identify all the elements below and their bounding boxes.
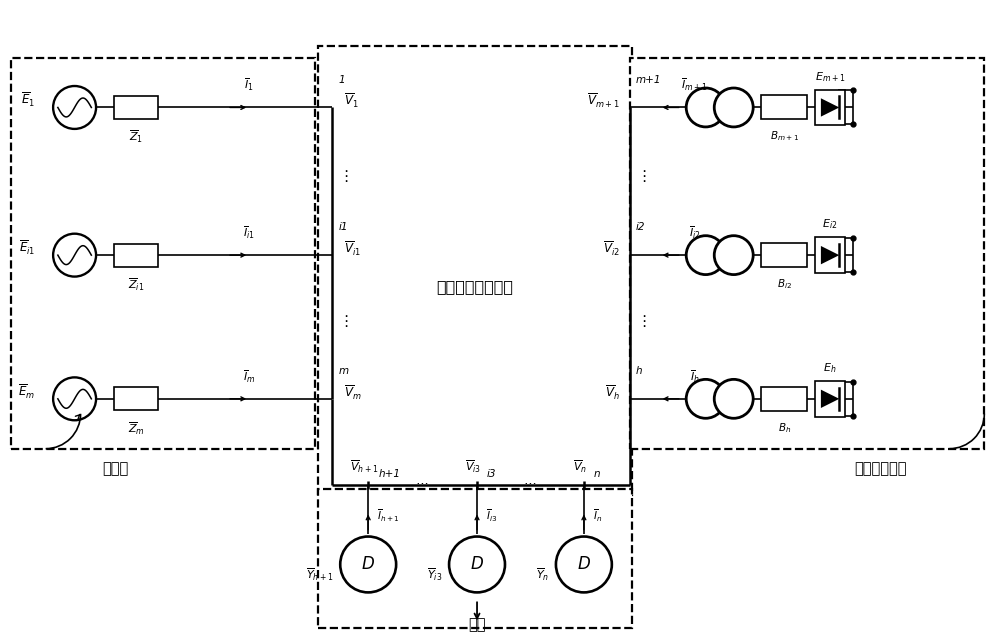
Text: $\overline{I}_1$: $\overline{I}_1$ (244, 77, 254, 94)
Text: $\overline{Z}_{i1}$: $\overline{Z}_{i1}$ (128, 276, 144, 293)
Text: 发电机: 发电机 (103, 461, 129, 476)
Text: D: D (471, 555, 483, 573)
Circle shape (714, 236, 753, 275)
Circle shape (714, 88, 753, 127)
Bar (815, 237, 845, 273)
Text: ⋮: ⋮ (636, 315, 651, 329)
Text: m+1: m+1 (636, 75, 661, 85)
Bar (11, 57, 315, 448)
Text: ···: ··· (520, 478, 541, 491)
Text: $\overline{I}_{i3}$: $\overline{I}_{i3}$ (486, 508, 497, 524)
Bar (318, 489, 632, 628)
Text: i2: i2 (636, 222, 645, 233)
Circle shape (556, 536, 612, 592)
Text: $\overline{I}_{m+1}$: $\overline{I}_{m+1}$ (681, 77, 708, 94)
Circle shape (53, 86, 96, 129)
Text: $\overline{Z}_1$: $\overline{Z}_1$ (129, 129, 143, 145)
Text: 交直流混联电力网: 交直流混联电力网 (437, 280, 514, 294)
Text: i1: i1 (338, 222, 348, 233)
Text: $\overline{Y}_{h+1}$: $\overline{Y}_{h+1}$ (306, 566, 333, 583)
Text: $\overline{V}_1$: $\overline{V}_1$ (344, 92, 359, 110)
Text: $\overline{V}_{h+1}$: $\overline{V}_{h+1}$ (350, 458, 378, 475)
Bar (318, 46, 632, 494)
Text: $\overline{I}_{h+1}$: $\overline{I}_{h+1}$ (377, 508, 400, 524)
Text: $B_{i2}$: $B_{i2}$ (777, 277, 792, 291)
Text: ⋮: ⋮ (636, 169, 651, 184)
Bar (761, 96, 807, 119)
Circle shape (53, 377, 96, 420)
Circle shape (53, 234, 96, 276)
Polygon shape (821, 98, 839, 117)
Circle shape (686, 88, 725, 127)
Text: $\overline{I}_{i1}$: $\overline{I}_{i1}$ (243, 225, 255, 241)
Text: $\overline{Z}_m$: $\overline{Z}_m$ (128, 420, 145, 437)
Text: $E_{i2}$: $E_{i2}$ (822, 217, 838, 231)
Polygon shape (821, 246, 839, 264)
Text: m: m (338, 366, 348, 376)
Bar (815, 90, 845, 125)
Circle shape (449, 536, 505, 592)
Text: ⋮: ⋮ (338, 315, 353, 329)
Bar (114, 96, 158, 119)
Bar (114, 244, 158, 267)
Text: $\overline{I}_{i2}$: $\overline{I}_{i2}$ (689, 225, 701, 241)
Circle shape (714, 380, 753, 419)
Text: $\overline{V}_m$: $\overline{V}_m$ (344, 384, 362, 402)
Text: ⋮: ⋮ (338, 169, 353, 184)
Text: $\overline{I}_n$: $\overline{I}_n$ (593, 508, 602, 524)
Text: $\overline{Y}_n$: $\overline{Y}_n$ (536, 566, 549, 583)
Text: ···: ··· (412, 478, 433, 491)
Text: i3: i3 (487, 469, 497, 478)
Text: $\overline{Y}_{i3}$: $\overline{Y}_{i3}$ (427, 566, 442, 583)
Polygon shape (821, 390, 839, 408)
Bar (761, 243, 807, 267)
Text: $\overline{V}_{i3}$: $\overline{V}_{i3}$ (465, 458, 481, 475)
Text: $\overline{E}_{i1}$: $\overline{E}_{i1}$ (19, 239, 35, 257)
Circle shape (686, 380, 725, 419)
Text: 1: 1 (338, 75, 345, 85)
Text: $\overline{E}_m$: $\overline{E}_m$ (18, 383, 35, 401)
Bar (630, 57, 984, 448)
Text: D: D (578, 555, 590, 573)
Bar (761, 387, 807, 411)
Text: h+1: h+1 (378, 469, 400, 478)
Text: $\overline{I}_h$: $\overline{I}_h$ (690, 368, 700, 385)
Bar (815, 381, 845, 417)
Text: 负荷: 负荷 (468, 617, 486, 633)
Bar (114, 387, 158, 410)
Text: D: D (362, 555, 375, 573)
Text: n: n (594, 469, 600, 478)
Text: h: h (636, 366, 642, 376)
Text: $\overline{V}_{i1}$: $\overline{V}_{i1}$ (344, 240, 361, 258)
Circle shape (686, 236, 725, 275)
Text: $B_{m+1}$: $B_{m+1}$ (770, 129, 799, 143)
Text: $\overline{I}_m$: $\overline{I}_m$ (243, 368, 255, 385)
Text: 直流馈入系统: 直流馈入系统 (855, 461, 907, 476)
Text: $E_h$: $E_h$ (823, 361, 837, 375)
Circle shape (340, 536, 396, 592)
Text: $\overline{E}_1$: $\overline{E}_1$ (21, 92, 35, 110)
Text: $B_h$: $B_h$ (778, 421, 791, 434)
Text: $\overline{V}_n$: $\overline{V}_n$ (573, 458, 587, 475)
Text: $E_{m+1}$: $E_{m+1}$ (815, 69, 845, 83)
Text: $\overline{V}_{i2}$: $\overline{V}_{i2}$ (603, 240, 620, 258)
Text: $\overline{V}_h$: $\overline{V}_h$ (605, 384, 620, 402)
Text: $\overline{V}_{m+1}$: $\overline{V}_{m+1}$ (587, 92, 620, 110)
